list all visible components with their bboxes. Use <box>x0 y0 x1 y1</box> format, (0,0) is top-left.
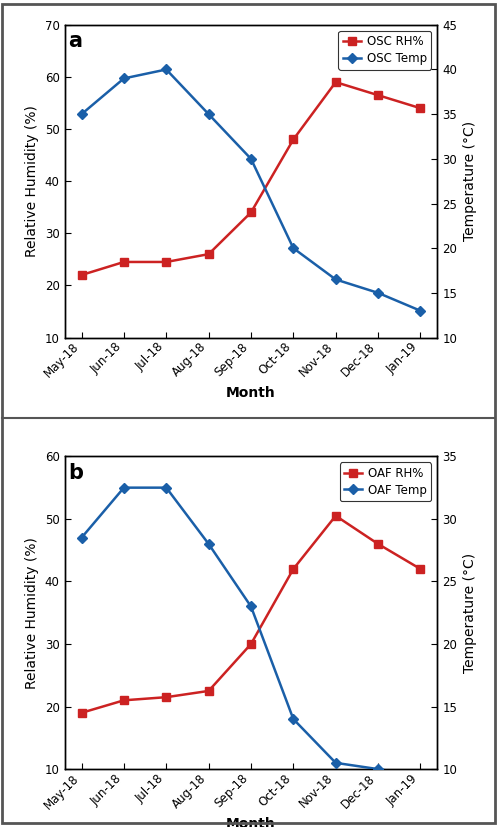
OSC Temp <box>121 74 127 84</box>
OSC Temp <box>332 275 338 284</box>
OSC RH% <box>79 270 84 280</box>
OAF Temp <box>164 483 169 493</box>
OSC Temp <box>164 65 169 74</box>
Line: OAF Temp: OAF Temp <box>78 484 424 779</box>
OSC Temp <box>417 306 423 316</box>
OAF Temp <box>121 483 127 493</box>
OAF Temp <box>248 601 254 611</box>
OAF Temp <box>206 539 212 549</box>
OSC Temp <box>375 288 381 298</box>
OAF RH% <box>79 708 84 718</box>
OSC RH% <box>121 257 127 267</box>
OSC Temp <box>248 154 254 164</box>
OAF RH% <box>332 511 338 521</box>
Legend: OAF RH%, OAF Temp: OAF RH%, OAF Temp <box>339 462 431 501</box>
Legend: OSC RH%, OSC Temp: OSC RH%, OSC Temp <box>338 31 431 69</box>
Line: OAF RH%: OAF RH% <box>78 512 424 717</box>
OAF RH% <box>206 686 212 696</box>
Line: OSC RH%: OSC RH% <box>78 79 424 279</box>
X-axis label: Month: Month <box>226 817 276 827</box>
Text: a: a <box>69 31 83 51</box>
Y-axis label: Relative Humidity (%): Relative Humidity (%) <box>25 537 39 689</box>
Y-axis label: Temperature (°C): Temperature (°C) <box>463 552 477 673</box>
OAF RH% <box>290 564 296 574</box>
OAF RH% <box>417 564 423 574</box>
OSC RH% <box>206 249 212 259</box>
OSC RH% <box>290 135 296 145</box>
OAF Temp <box>417 771 423 781</box>
OSC Temp <box>290 243 296 253</box>
Line: OSC Temp: OSC Temp <box>78 65 424 314</box>
OSC RH% <box>375 90 381 100</box>
OAF Temp <box>375 764 381 774</box>
OSC RH% <box>332 77 338 87</box>
OAF RH% <box>248 639 254 649</box>
OSC RH% <box>417 103 423 113</box>
OAF RH% <box>121 696 127 705</box>
Y-axis label: Temperature (°C): Temperature (°C) <box>463 121 477 241</box>
Y-axis label: Relative Humidity (%): Relative Humidity (%) <box>25 105 39 257</box>
OAF Temp <box>290 714 296 724</box>
X-axis label: Month: Month <box>226 385 276 399</box>
OAF Temp <box>332 758 338 767</box>
OAF RH% <box>164 692 169 702</box>
OSC RH% <box>248 208 254 218</box>
OSC Temp <box>206 109 212 119</box>
OAF RH% <box>375 539 381 549</box>
OSC Temp <box>79 109 84 119</box>
Text: b: b <box>69 462 83 483</box>
OAF Temp <box>79 533 84 543</box>
OSC RH% <box>164 257 169 267</box>
